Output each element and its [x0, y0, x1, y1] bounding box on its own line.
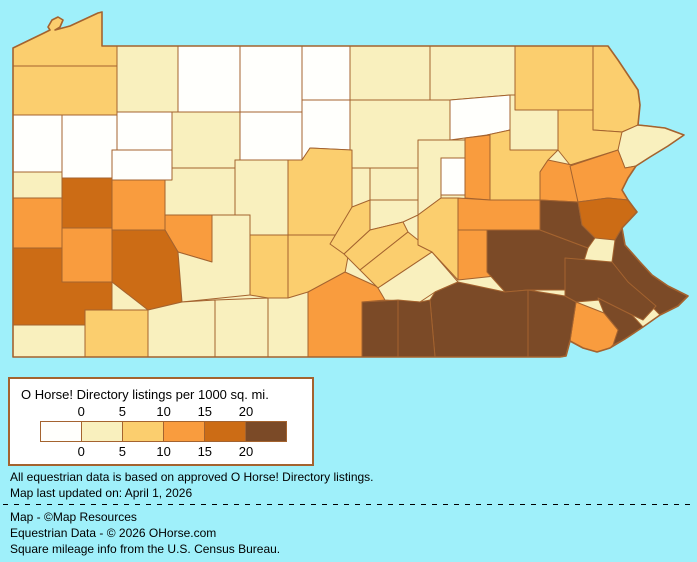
legend-swatch	[245, 422, 286, 441]
legend-boundary-label: 5	[118, 404, 127, 419]
legend-swatch	[122, 422, 163, 441]
note-last-updated: Map last updated on: April 1, 2026	[10, 486, 193, 500]
county-region	[84, 309, 149, 358]
legend-scale: 0 5 10 15 20 0 5 10 15 20	[40, 404, 287, 460]
county-region	[440, 157, 466, 196]
county-region	[61, 114, 118, 179]
note-data-source: All equestrian data is based on approved…	[10, 470, 374, 484]
county-region	[61, 177, 113, 229]
county-region	[514, 45, 594, 111]
county-region	[239, 45, 303, 113]
legend-boundary-label: 10	[156, 444, 171, 459]
legend-boundary-label: 10	[156, 404, 171, 419]
legend-swatch	[163, 422, 204, 441]
county-region	[164, 167, 236, 216]
credit-equestrian-data: Equestrian Data - © 2026 OHorse.com	[10, 526, 217, 540]
county-region	[116, 45, 179, 113]
county-region	[147, 299, 216, 358]
county-region	[214, 297, 269, 358]
legend-boundary-label: 15	[197, 444, 213, 459]
county-region	[429, 45, 516, 101]
county-region	[429, 281, 529, 358]
legend-boundary-label: 15	[197, 404, 213, 419]
legend-box: O Horse! Directory listings per 1000 sq.…	[8, 377, 314, 466]
county-region	[464, 134, 491, 201]
county-region	[267, 291, 309, 358]
county-region	[397, 299, 436, 358]
legend-swatch	[204, 422, 245, 441]
legend-title: O Horse! Directory listings per 1000 sq.…	[21, 387, 269, 402]
county-region	[301, 45, 351, 101]
state-outline	[12, 11, 689, 358]
county-region	[249, 234, 289, 299]
legend-boundary-label: 5	[118, 444, 127, 459]
county-region	[12, 324, 86, 358]
county-region	[369, 167, 419, 201]
county-region	[171, 111, 241, 169]
legend-boundary-label: 0	[77, 404, 85, 419]
legend-boundary-label: 0	[77, 444, 85, 459]
legend-labels-top: 0 5 10 15 20	[40, 404, 287, 421]
legend-color-ramp	[40, 421, 287, 442]
legend-swatch	[41, 422, 81, 441]
county-region	[287, 147, 353, 236]
credit-square-mileage: Square mileage info from the U.S. Census…	[10, 542, 281, 556]
county-region	[361, 299, 399, 358]
county-region	[177, 45, 241, 113]
county-region	[111, 179, 166, 231]
county-region	[12, 114, 63, 173]
county-region	[111, 149, 173, 181]
county-region	[343, 221, 409, 271]
county-region	[557, 109, 623, 166]
legend-boundary-label: 20	[238, 404, 254, 419]
county-region	[349, 45, 431, 101]
legend-boundary-label: 20	[238, 444, 254, 459]
dashed-separator	[3, 504, 694, 506]
credit-map: Map - ©Map Resources	[10, 510, 137, 524]
county-region	[61, 227, 113, 283]
county-region	[12, 65, 118, 116]
county-region	[116, 111, 173, 151]
county-region	[457, 197, 541, 231]
county-region	[12, 197, 63, 249]
legend-labels-bottom: 0 5 10 15 20	[40, 442, 287, 460]
county-region	[12, 171, 63, 199]
legend-swatch	[81, 422, 122, 441]
